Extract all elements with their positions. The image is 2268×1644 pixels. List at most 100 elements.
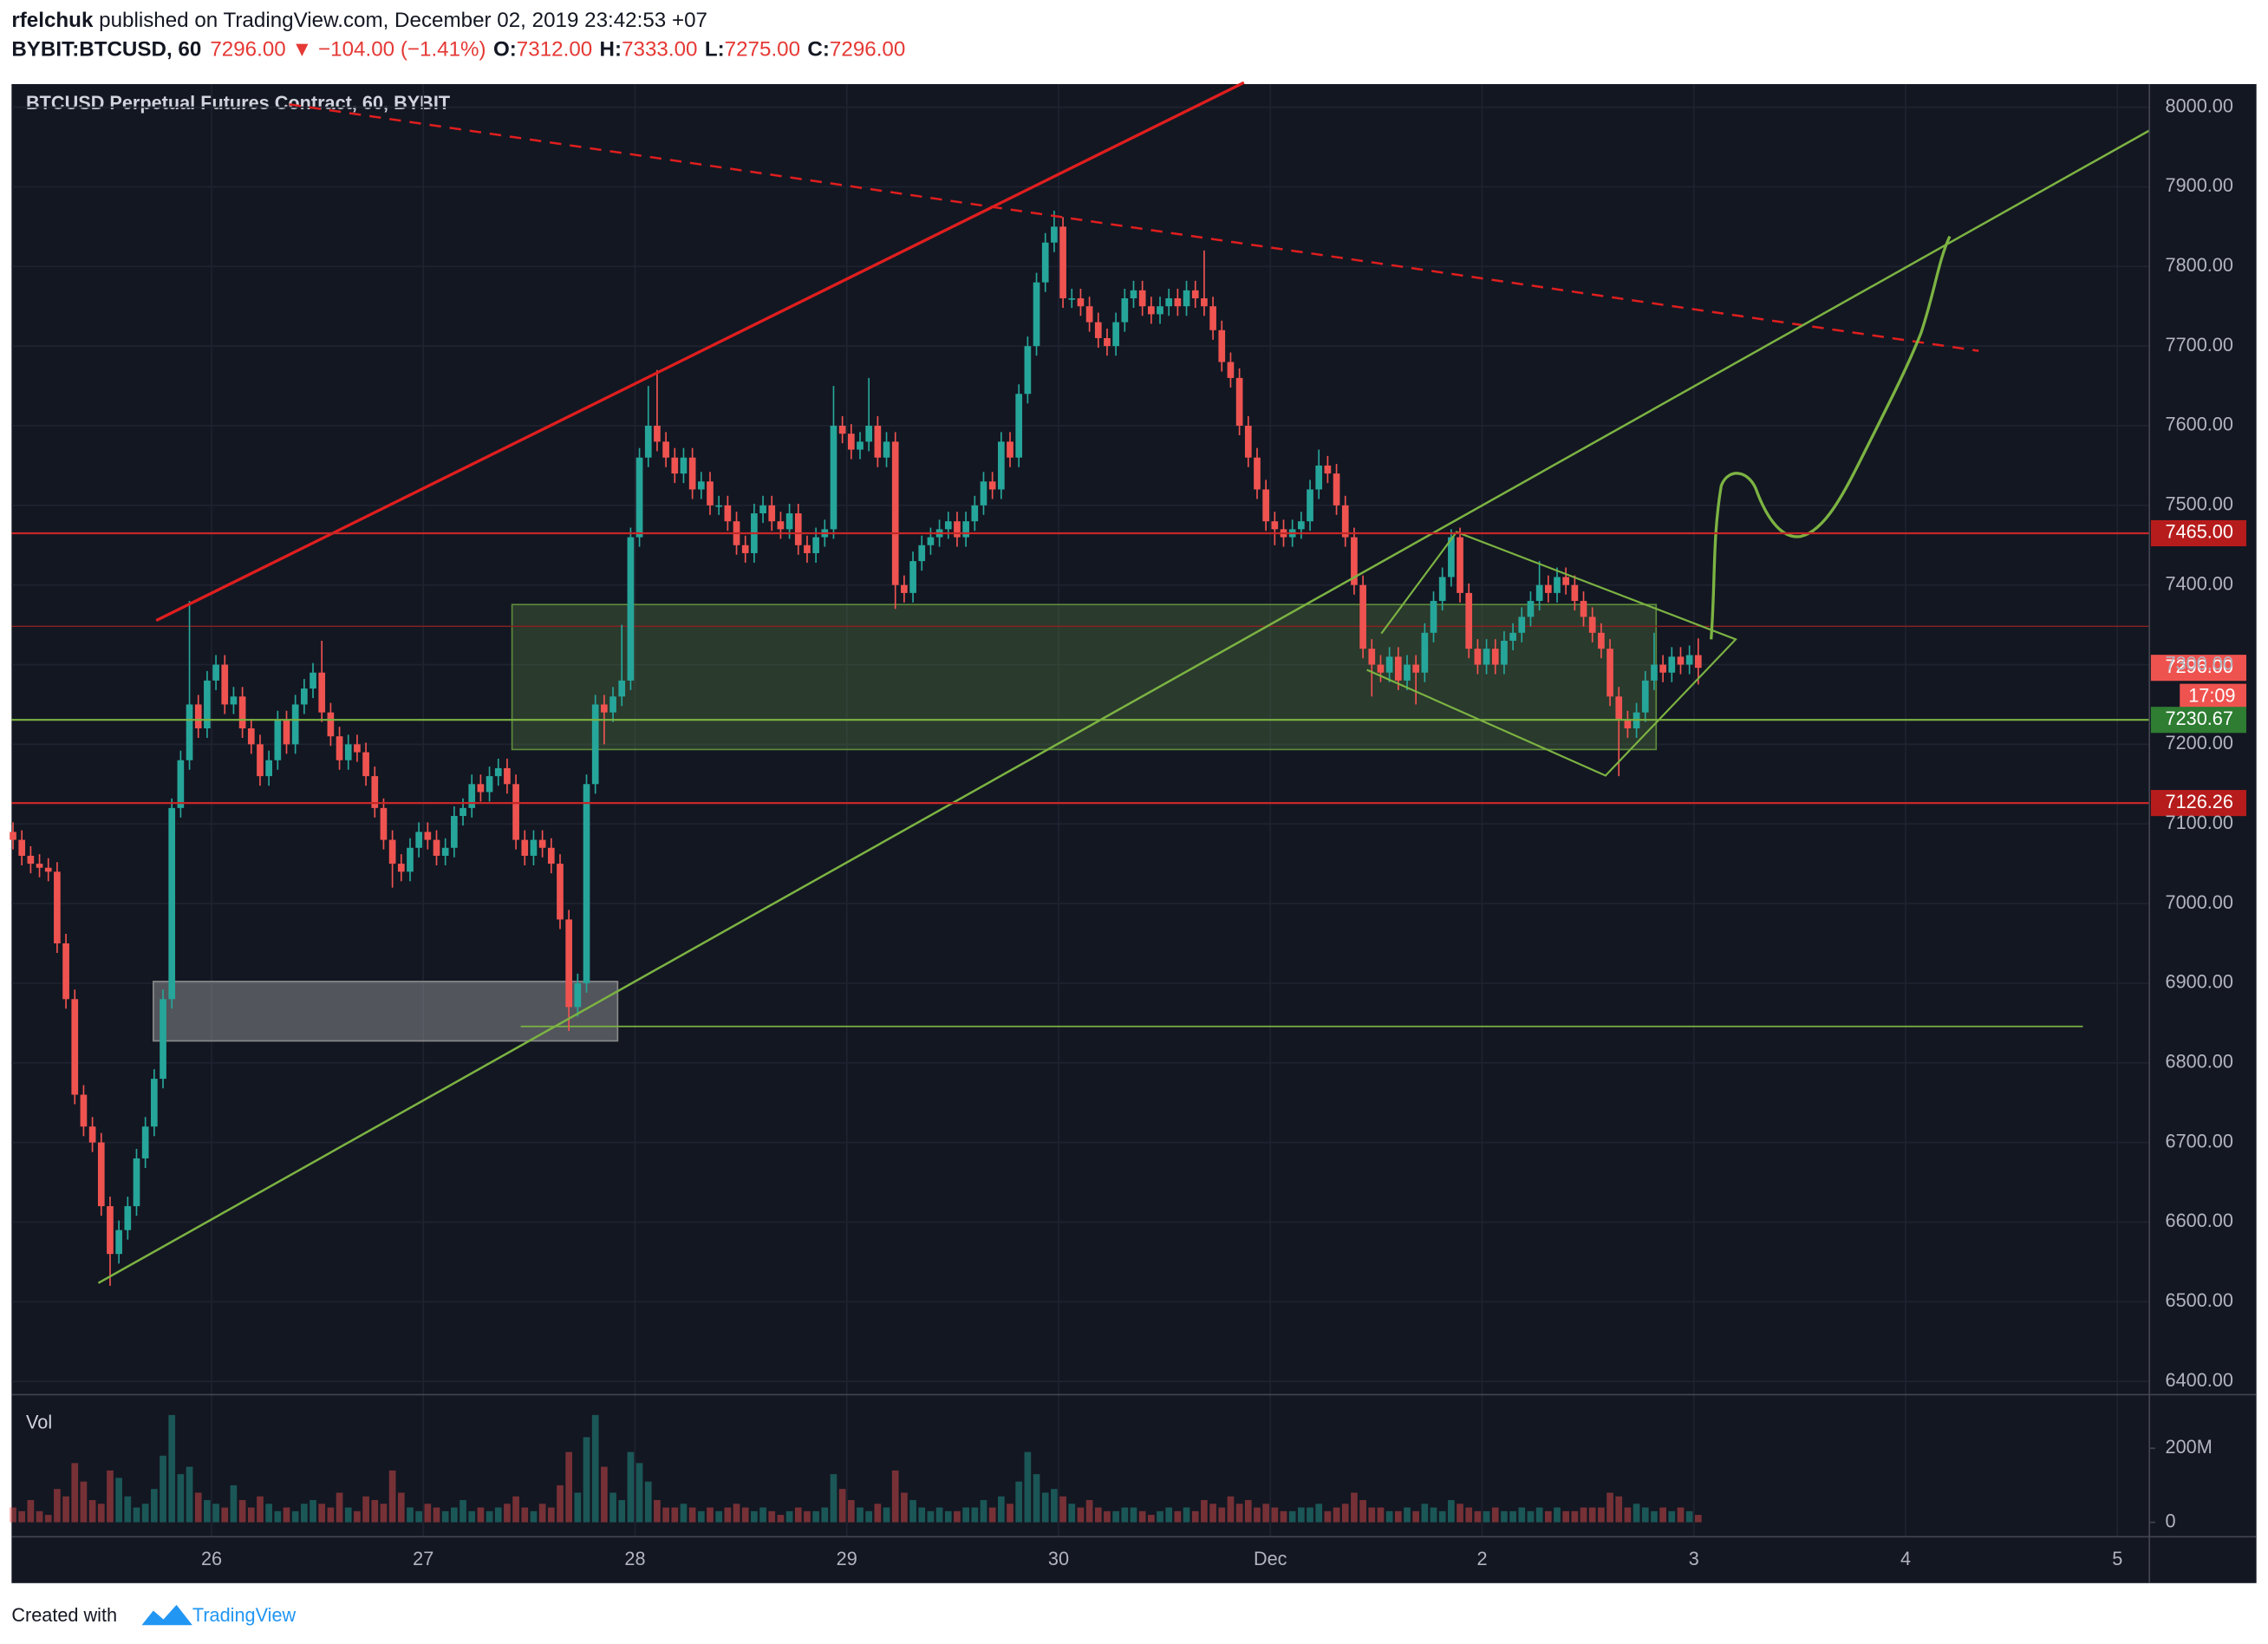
candle-body bbox=[724, 505, 732, 522]
candle-body bbox=[291, 704, 299, 745]
volume-bar bbox=[1157, 1510, 1163, 1523]
volume-bar bbox=[1438, 1510, 1446, 1523]
volume-bar bbox=[301, 1504, 308, 1523]
price-label-box bbox=[2150, 790, 2246, 817]
volume-bar bbox=[1165, 1507, 1173, 1523]
candle-body bbox=[1588, 616, 1596, 633]
volume-bar bbox=[1659, 1507, 1666, 1523]
candle-body bbox=[62, 943, 69, 1000]
candle-body bbox=[971, 505, 979, 522]
candle-body bbox=[1368, 649, 1376, 665]
x-tick-label: 29 bbox=[837, 1548, 857, 1569]
volume-bar bbox=[1588, 1507, 1596, 1523]
candle-body bbox=[433, 839, 440, 856]
volume-bar bbox=[141, 1504, 149, 1523]
volume-bar bbox=[380, 1504, 388, 1523]
price-label: 7126.26 bbox=[2166, 791, 2233, 812]
candle-body bbox=[107, 1206, 114, 1255]
candle-body bbox=[301, 688, 308, 705]
volume-bar bbox=[944, 1510, 952, 1523]
candle-body bbox=[115, 1230, 122, 1255]
volume-bar bbox=[504, 1504, 511, 1523]
volume-bar bbox=[97, 1504, 105, 1523]
candle-body bbox=[512, 784, 519, 840]
volume-bar bbox=[733, 1504, 740, 1523]
symbol: BYBIT:BTCUSD, 60 bbox=[11, 38, 201, 62]
price-label-box bbox=[2150, 707, 2246, 734]
candle-body bbox=[1024, 346, 1032, 395]
candle-body bbox=[1438, 577, 1446, 602]
candle-body bbox=[918, 545, 926, 562]
candle-body bbox=[494, 767, 502, 777]
volume-bar bbox=[1685, 1510, 1693, 1523]
volume-bar bbox=[874, 1504, 882, 1523]
volume-bar bbox=[238, 1500, 246, 1523]
candle-body bbox=[1351, 537, 1358, 585]
candle-body bbox=[785, 513, 793, 530]
candle-body bbox=[609, 696, 616, 713]
candle-body bbox=[547, 847, 555, 864]
candle-body bbox=[644, 425, 652, 458]
x-tick-label: 26 bbox=[201, 1548, 222, 1569]
volume-bar bbox=[1527, 1510, 1535, 1523]
candle-body bbox=[97, 1142, 105, 1207]
volume-bar bbox=[635, 1463, 643, 1523]
volume-bar bbox=[1430, 1507, 1437, 1523]
volume-bar bbox=[962, 1507, 969, 1523]
volume-bar bbox=[477, 1507, 485, 1523]
author[interactable]: rfelchuk bbox=[11, 9, 94, 32]
candle-body bbox=[441, 847, 449, 856]
footer-text: Created with bbox=[11, 1604, 117, 1626]
trend-line bbox=[289, 103, 1979, 352]
candle-body bbox=[1580, 601, 1587, 617]
volume-bar bbox=[1015, 1481, 1023, 1523]
volume-bar bbox=[441, 1510, 449, 1523]
candle-body bbox=[688, 457, 696, 490]
x-tick-label: Dec bbox=[1254, 1548, 1287, 1569]
volume-bar bbox=[865, 1510, 873, 1523]
candle-body bbox=[186, 704, 193, 760]
volume-bar bbox=[627, 1452, 635, 1523]
y-tick-label: 6600.00 bbox=[2166, 1210, 2233, 1231]
y-tick-label: 6700.00 bbox=[2166, 1130, 2233, 1151]
candle-body bbox=[415, 832, 422, 848]
candle-body bbox=[901, 584, 908, 593]
trend-line bbox=[155, 81, 1245, 623]
volume-bar bbox=[751, 1510, 758, 1523]
candle-body bbox=[1235, 377, 1243, 426]
y-tick-label: 6900.00 bbox=[2166, 971, 2233, 993]
volume-bar bbox=[1298, 1507, 1305, 1523]
volume-bar bbox=[1077, 1507, 1085, 1523]
candle-body bbox=[18, 839, 26, 856]
volume-bar bbox=[1394, 1510, 1402, 1523]
candle-body bbox=[10, 832, 16, 840]
candle-body bbox=[88, 1126, 96, 1143]
volume-bar bbox=[1235, 1504, 1243, 1523]
x-tick-label: 3 bbox=[1689, 1548, 1699, 1569]
candle-body bbox=[759, 505, 766, 514]
candle-body bbox=[459, 807, 466, 817]
candle-body bbox=[362, 752, 369, 777]
volume-bar bbox=[601, 1466, 608, 1523]
volume-bar bbox=[1385, 1510, 1393, 1523]
ohlc-value: 7312.00 bbox=[517, 38, 592, 62]
candle-body bbox=[565, 919, 573, 1008]
trend-line bbox=[97, 129, 2150, 1284]
candle-body bbox=[1606, 649, 1613, 697]
volume-bar bbox=[768, 1510, 776, 1523]
candle-body bbox=[1457, 537, 1463, 593]
volume-bar bbox=[557, 1484, 564, 1523]
candle-body bbox=[424, 832, 432, 840]
candle-body bbox=[1121, 298, 1129, 323]
volume-bar bbox=[1051, 1489, 1058, 1523]
candle-body bbox=[777, 521, 785, 530]
volume-bar bbox=[407, 1507, 414, 1523]
volume-bar bbox=[1324, 1510, 1332, 1523]
candle-body bbox=[486, 776, 493, 793]
footer-brand[interactable]: TradingView bbox=[192, 1604, 297, 1626]
volume-title: Vol bbox=[26, 1412, 52, 1433]
volume-bar bbox=[883, 1507, 890, 1523]
candle-body bbox=[1404, 664, 1411, 681]
candle-body bbox=[1015, 394, 1023, 458]
candle-body bbox=[954, 521, 961, 538]
